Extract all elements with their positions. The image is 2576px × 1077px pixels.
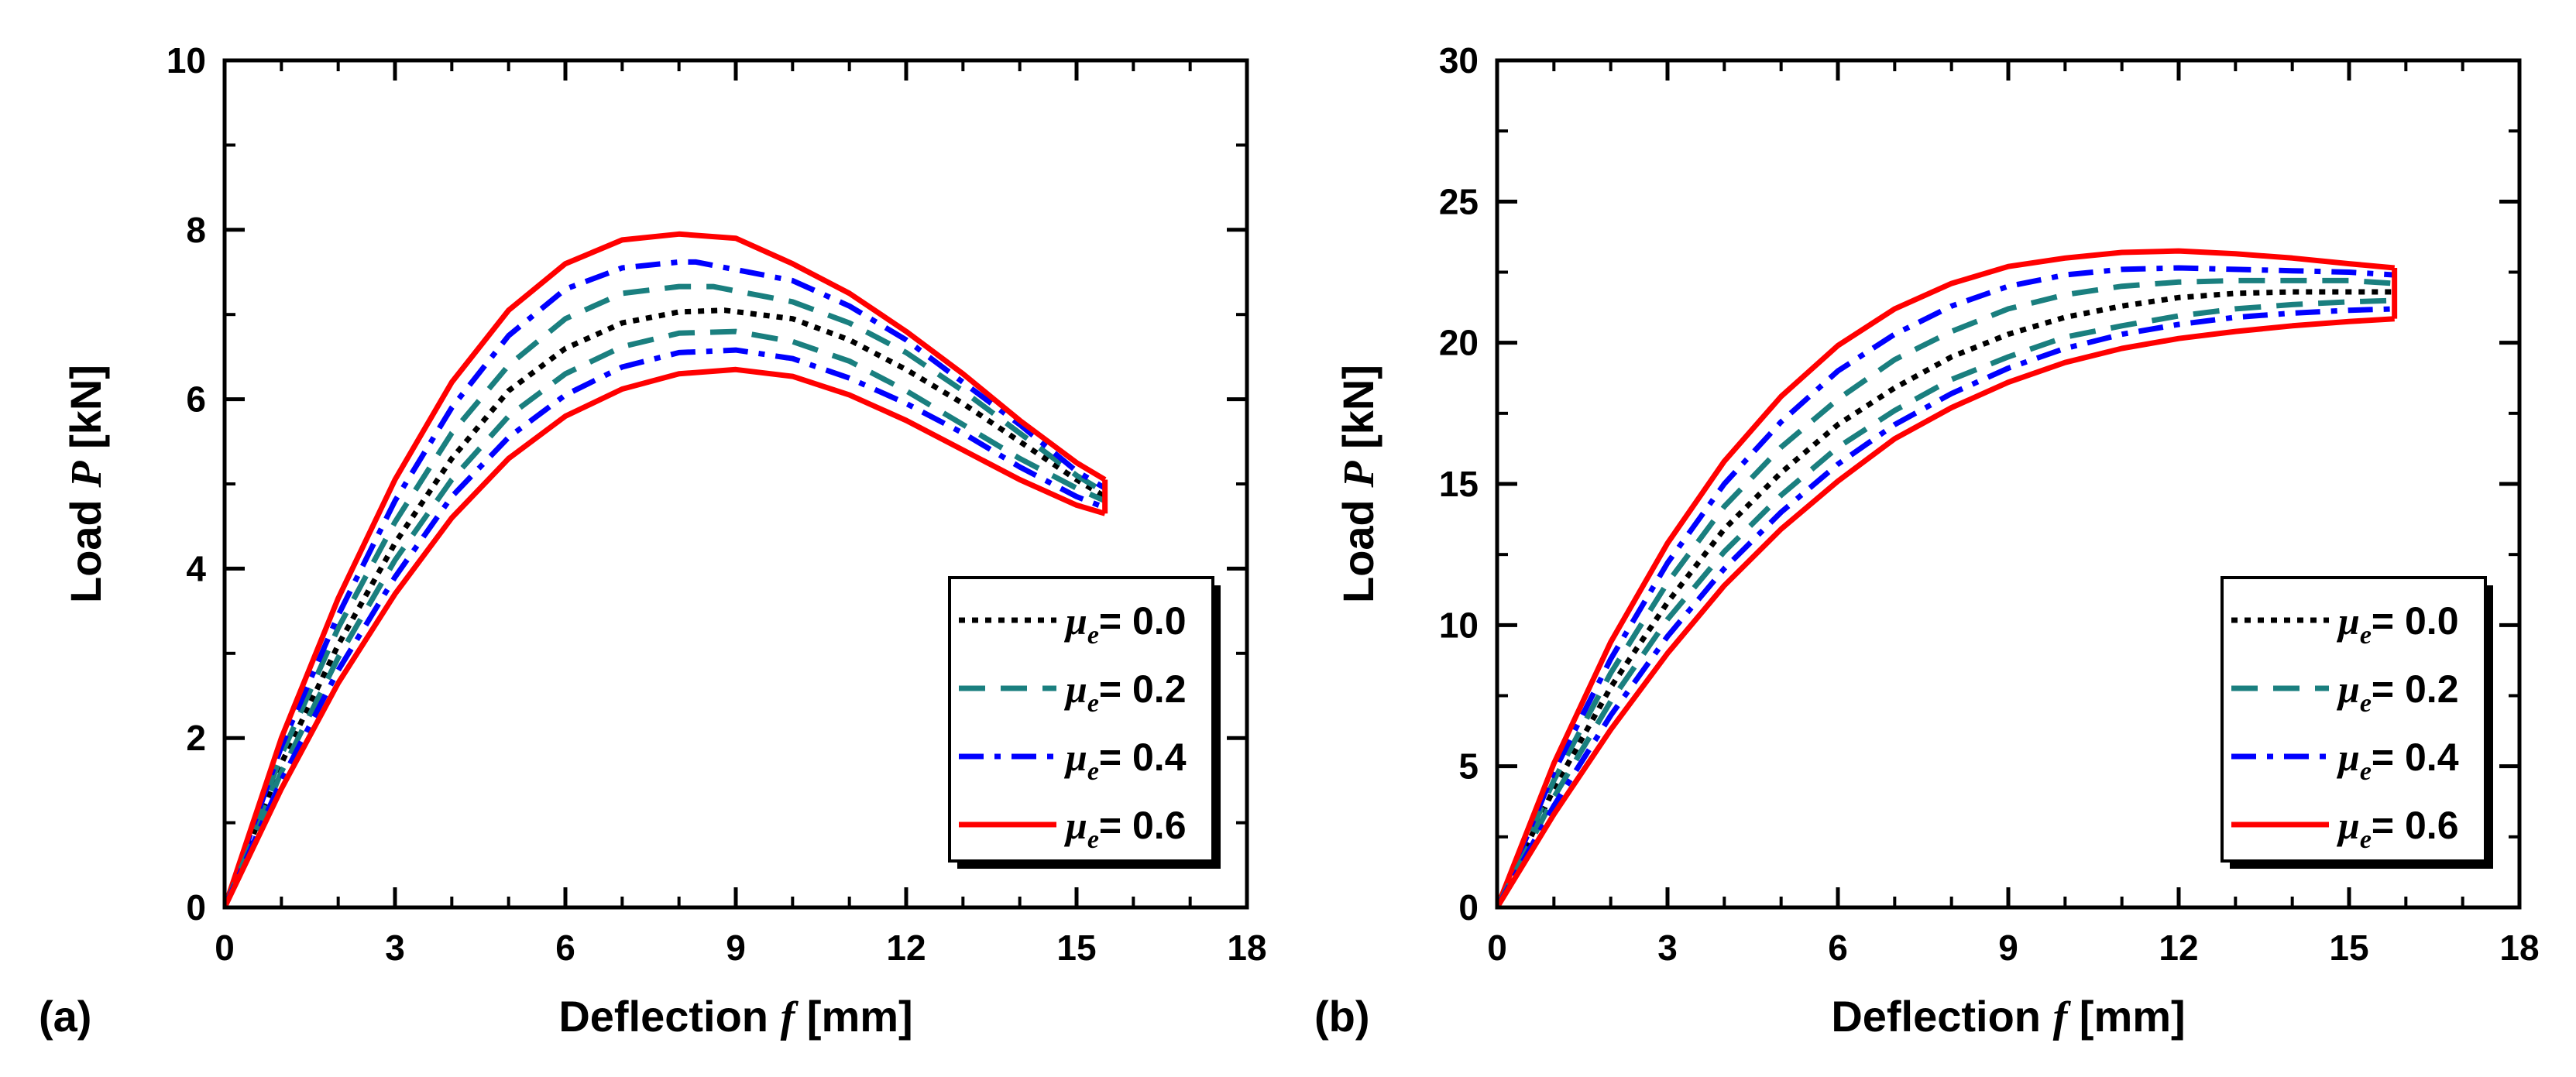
x-tick-label: 18 bbox=[2499, 928, 2539, 968]
x-tick-label: 0 bbox=[1487, 928, 1507, 968]
x-tick-label: 6 bbox=[555, 928, 575, 968]
legend-entry-1: μe= 0.2 bbox=[1063, 667, 1187, 718]
panel-label: (a) bbox=[39, 992, 91, 1041]
x-tick-label: 18 bbox=[1227, 928, 1266, 968]
x-tick-label: 15 bbox=[1056, 928, 1096, 968]
legend-entry-3: μe= 0.6 bbox=[1063, 804, 1187, 854]
legend-entry-2: μe= 0.4 bbox=[1063, 736, 1187, 786]
legend-entry-0: μe= 0.0 bbox=[2336, 599, 2459, 650]
panel-label: (b) bbox=[1314, 992, 1370, 1041]
legend: μe= 0.0 μe= 0.2 μe= 0.4 μe= 0.6 bbox=[2221, 576, 2493, 869]
y-tick-label: 20 bbox=[1439, 323, 1479, 363]
x-axis-label: Deflection f [mm] bbox=[558, 992, 912, 1041]
y-tick-label: 0 bbox=[186, 887, 206, 928]
series-line-3 bbox=[225, 231, 1107, 907]
y-tick-label: 30 bbox=[1439, 40, 1479, 81]
x-tick-label: 6 bbox=[1828, 928, 1848, 968]
x-tick-label: 3 bbox=[385, 928, 405, 968]
series-line-6 bbox=[1497, 316, 2395, 907]
series-line-4 bbox=[1497, 297, 2395, 907]
y-tick-label: 25 bbox=[1439, 181, 1479, 221]
x-axis-label: Deflection f [mm] bbox=[1831, 992, 2185, 1041]
y-tick-label: 2 bbox=[186, 718, 206, 758]
x-tick-label: 12 bbox=[886, 928, 926, 968]
legend-entry-1: μe= 0.2 bbox=[2336, 667, 2459, 718]
y-tick-label: 10 bbox=[1439, 605, 1479, 645]
series-line-0 bbox=[225, 307, 1107, 907]
x-tick-label: 3 bbox=[1657, 928, 1678, 968]
series-group bbox=[1497, 248, 2398, 907]
series-group bbox=[225, 231, 1108, 907]
series-line-5 bbox=[225, 347, 1106, 907]
legend-entry-0: μe= 0.0 bbox=[1063, 599, 1187, 650]
x-tick-label: 9 bbox=[726, 928, 746, 968]
x-tick-label: 0 bbox=[215, 928, 235, 968]
legend-entry-3: μe= 0.6 bbox=[2336, 804, 2459, 854]
legend-box bbox=[948, 576, 1214, 863]
chart-panel-a: 0 3 6 9 12 15 18 0 2 4 6 8 10 Deflection f [mm] Load P… bbox=[39, 40, 1267, 1041]
series-line-2 bbox=[1497, 265, 2395, 907]
legend-entry-2: μe= 0.4 bbox=[2336, 736, 2459, 786]
series-line-1 bbox=[1497, 277, 2395, 907]
series-line-2 bbox=[225, 259, 1107, 907]
x-tick-label: 9 bbox=[1998, 928, 2018, 968]
x-tick-label: 12 bbox=[2159, 928, 2198, 968]
y-tick-label: 10 bbox=[167, 40, 206, 81]
series-line-1 bbox=[225, 283, 1107, 907]
series-line-0 bbox=[1497, 289, 2395, 907]
y-tick-label: 15 bbox=[1439, 464, 1479, 504]
y-tick-label: 5 bbox=[1458, 746, 1479, 787]
legend-box bbox=[2221, 576, 2487, 863]
series-line-6 bbox=[225, 366, 1106, 907]
y-tick-label: 6 bbox=[186, 379, 206, 420]
series-line-4 bbox=[225, 328, 1107, 907]
y-tick-label: 0 bbox=[1458, 887, 1479, 928]
y-tick-label: 4 bbox=[186, 548, 206, 588]
series-line-5 bbox=[1497, 306, 2395, 907]
legend: μe= 0.0 μe= 0.2 μe= 0.4 μe= 0.6 bbox=[948, 576, 1221, 869]
y-axis-label: Load P [kN] bbox=[1334, 365, 1383, 603]
y-axis-label: Load P [kN] bbox=[61, 365, 111, 603]
x-tick-label: 15 bbox=[2329, 928, 2368, 968]
y-tick-label: 8 bbox=[186, 210, 206, 250]
chart-panel-b: 0 3 6 9 12 15 18 0 5 10 15 20 25 30 Deflection f [mm] L… bbox=[1314, 40, 2540, 1041]
series-line-3 bbox=[1497, 248, 2396, 907]
